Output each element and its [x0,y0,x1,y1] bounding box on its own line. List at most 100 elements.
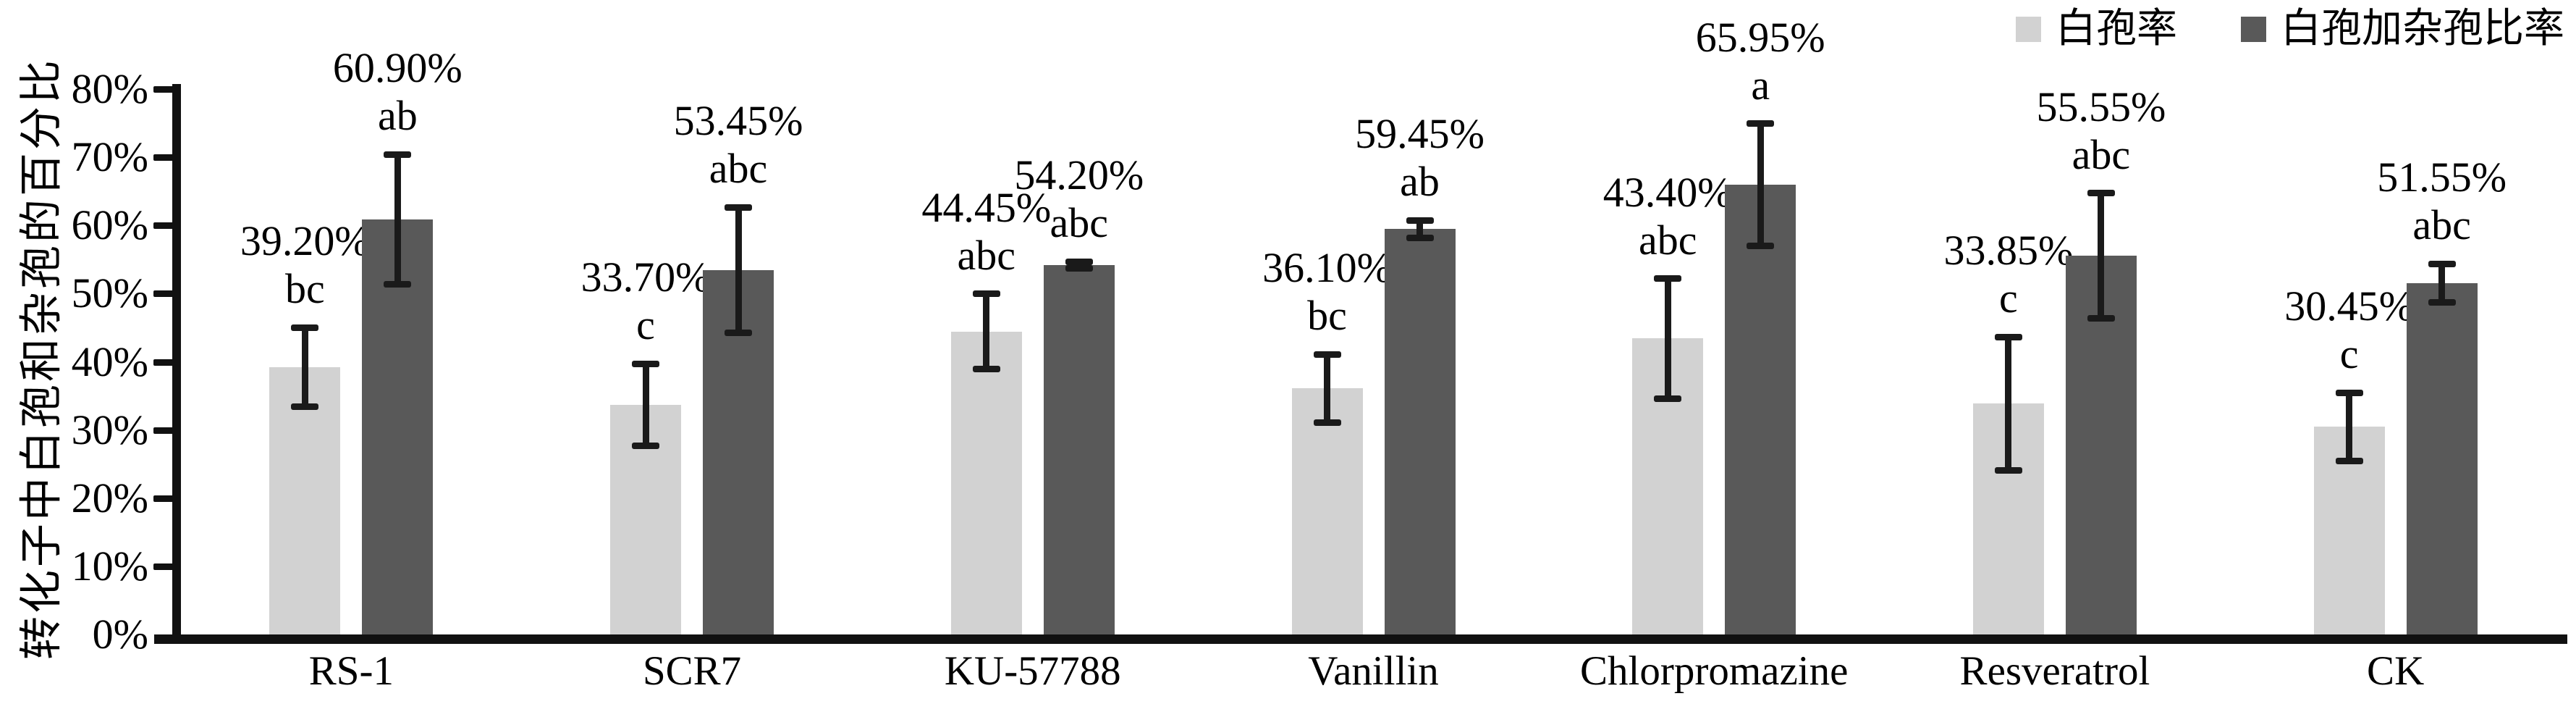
bar-light-vanillin [1291,388,1363,634]
y-tick-label: 80% [71,65,148,112]
error-bar-cap [1313,351,1341,358]
bar-dark-ku-57788 [1043,264,1115,634]
y-tick-label: 10% [71,542,148,590]
error-bar-stem [735,207,742,333]
bar-dark-vanillin [1384,229,1456,634]
x-category-label-resveratrol: Resveratrol [1959,648,2150,694]
x-category-label-chlorpromazine: Chlorpromazine [1580,648,1849,694]
bar-value-label: 65.95% a [1696,14,1825,109]
bar-significance-letters: a [1751,61,1770,109]
error-bar-cap [2087,315,2115,322]
error-bar-cap [384,280,412,288]
error-bar-stem [2438,264,2446,303]
y-tick-label: 70% [71,133,148,181]
y-tick-mark [153,222,174,230]
error-bar-cap [1747,120,1775,127]
bar-dark-ck [2406,282,2478,634]
x-category-label-ck: CK [2367,648,2425,694]
y-tick-label: 20% [71,474,148,521]
error-bar-stem [1416,220,1423,238]
error-bar-stem [642,364,649,446]
y-tick-mark [153,154,174,162]
bar-significance-letters: bc [1307,292,1347,340]
error-bar-cap [291,324,319,331]
bar-percent-text: 65.95% [1695,13,1825,61]
y-tick-mark [153,563,174,570]
bar-significance-letters: bc [284,265,325,313]
y-tick-mark [153,359,174,366]
bar-value-label: 55.55% abc [2037,83,2166,179]
bar-significance-letters: abc [2072,130,2131,178]
y-tick-mark [153,427,174,434]
y-tick-mark [153,86,174,93]
bar-percent-text: 59.45% [1355,110,1485,158]
error-bar-stem [1324,354,1330,423]
bar-value-label: 36.10% bc [1262,244,1392,340]
error-bar-cap [1406,217,1434,224]
bar-significance-letters: abc [1050,199,1109,247]
bar-light-ku-57788 [950,331,1022,634]
error-bar-stem [1076,261,1083,269]
error-bar-cap [1065,258,1093,265]
bar-percent-text: 60.90% [332,44,463,92]
error-bar-cap [725,329,753,336]
error-bar-stem [394,154,401,285]
error-bar-cap [1994,333,2022,340]
bar-percent-text: 39.20% [240,217,370,265]
legend-swatch-dark-icon [2241,16,2266,42]
x-category-label-scr7: SCR7 [642,648,742,694]
error-bar-stem [1664,278,1671,399]
bar-percent-text: 54.20% [1014,151,1144,199]
error-bar-cap [1065,265,1093,272]
error-bar-cap [2335,457,2363,464]
y-tick-label: 0% [92,611,148,658]
y-axis-line [172,84,181,643]
legend-swatch-light-icon [2016,16,2041,42]
bar-value-label: 43.40% abc [1603,169,1733,264]
bar-value-label: 54.20% abc [1014,151,1144,247]
legend-label-white-spore-rate: 白孢率 [2056,7,2177,51]
bar-value-label: 39.20% bc [240,217,370,313]
x-category-label-rs-1: RS-1 [308,648,394,694]
error-bar-cap [725,204,753,211]
legend-label-white-plus-mixed-spore-ratio: 白孢加杂孢比率 [2281,7,2564,51]
bar-percent-text: 51.55% [2377,154,2507,201]
x-axis-line [154,634,2567,644]
error-bar-cap [1654,395,1682,402]
bar-value-label: 44.45% abc [921,184,1051,280]
error-bar-cap [1747,243,1775,250]
error-bar-cap [1313,419,1341,426]
bar-percent-text: 36.10% [1262,244,1392,292]
error-bar-cap [632,442,660,449]
error-bar-cap [291,403,319,411]
bar-significance-letters: ab [377,92,418,140]
y-tick-mark [153,290,174,298]
x-category-label-vanillin: Vanillin [1308,648,1439,694]
error-bar-stem [2098,193,2105,319]
bar-significance-letters: c [636,301,655,349]
bar-value-label: 53.45% abc [674,97,803,193]
bar-percent-text: 44.45% [921,183,1052,231]
x-category-label-ku-57788: KU-57788 [944,648,1121,694]
bar-significance-letters: ab [1400,158,1440,206]
bar-percent-text: 53.45% [673,97,803,145]
bar-light-rs-1 [269,367,341,634]
y-tick-label: 50% [71,269,148,317]
y-tick-label: 60% [71,201,148,249]
y-tick-label: 30% [71,406,148,453]
error-bar-cap [1654,275,1682,282]
bar-value-label: 60.90% ab [333,44,463,140]
legend: 白孢率 白孢加杂孢比率 [2016,6,2564,52]
bar-percent-text: 43.40% [1602,168,1733,216]
error-bar-stem [983,293,990,369]
bar-significance-letters: c [2339,330,2359,378]
bar-significance-letters: abc [709,145,768,193]
bar-dark-chlorpromazine [1725,185,1796,634]
bar-value-label: 59.45% ab [1355,110,1485,206]
bar-percent-text: 33.85% [1943,227,2074,275]
error-bar-cap [2428,298,2456,306]
bar-value-label: 33.85% c [1944,227,2074,322]
bar-significance-letters: abc [1638,216,1697,264]
error-bar-cap [1406,235,1434,242]
